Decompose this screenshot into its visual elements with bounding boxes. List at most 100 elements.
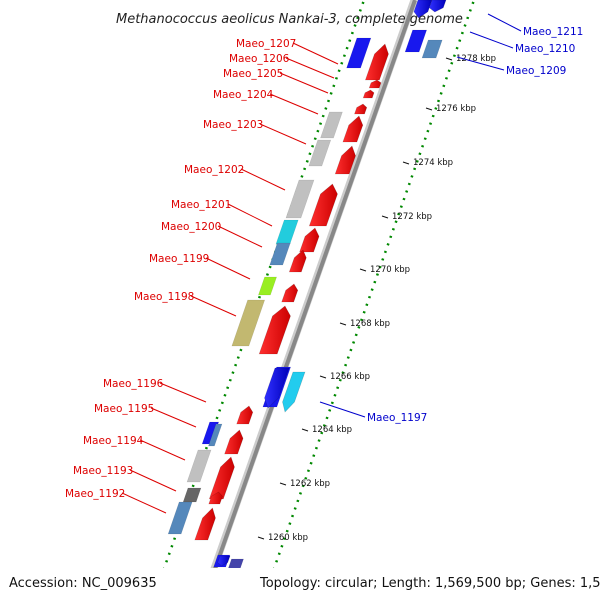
label-leader-line <box>150 407 197 428</box>
gene-arrow-reverse <box>224 429 244 455</box>
gene-label: Maeo_1200 <box>161 221 221 233</box>
gene-label: Maeo_1202 <box>184 164 244 176</box>
label-leader-line <box>217 225 263 248</box>
cog-box <box>258 276 277 296</box>
gene-arrow-reverse <box>354 103 368 115</box>
tick-mark <box>425 107 433 111</box>
cog-box <box>346 37 372 69</box>
cog-box <box>208 423 223 447</box>
label-leader-line <box>469 31 514 49</box>
label-leader-line <box>159 382 207 403</box>
genome-backbone <box>199 0 418 600</box>
cog-box <box>167 501 193 535</box>
cog-box <box>421 39 443 59</box>
label-leader-line <box>205 257 251 280</box>
gene-label: Maeo_1204 <box>213 89 274 101</box>
gene-arrow-reverse <box>362 89 375 99</box>
gene-arrow-reverse <box>258 305 291 355</box>
gene-arrow-forward <box>282 371 306 413</box>
map-title: Methanococcus aeolicus Nankai-3, complet… <box>116 12 463 27</box>
backbone-line <box>202 0 417 600</box>
label-leader-line <box>319 401 366 418</box>
label-leader-line <box>190 295 237 317</box>
gene-label: Maeo_1210 <box>515 43 575 55</box>
tick-mark <box>359 268 367 272</box>
tick-mark <box>339 322 347 326</box>
gene-label: Maeo_1211 <box>523 26 583 38</box>
label-leader-line <box>279 72 329 94</box>
cog-box <box>404 29 428 53</box>
label-leader-line <box>129 469 177 492</box>
cog-box <box>186 449 212 483</box>
label-leader-line <box>285 57 335 79</box>
gene-arrow-reverse <box>368 79 382 89</box>
cog-box <box>285 179 315 219</box>
cog-box <box>182 487 202 503</box>
label-leader-line <box>121 492 167 514</box>
gene-arrow-forward <box>413 0 433 19</box>
gene-arrow-reverse <box>194 507 216 541</box>
label-leader-line <box>269 93 319 115</box>
label-leader-line <box>227 203 273 227</box>
gene-arrow-reverse <box>236 405 254 425</box>
label-leader-line <box>240 168 286 191</box>
gene-label: Maeo_1193 <box>73 465 133 477</box>
gene-label: Maeo_1203 <box>203 119 263 131</box>
gene-arrow-reverse <box>334 145 356 175</box>
cog-track <box>167 29 443 600</box>
cog-box <box>227 558 244 570</box>
gene-label: Maeo_1196 <box>103 378 164 390</box>
tick-label: 1268 kbp <box>350 319 390 329</box>
gene-label: Maeo_1201 <box>171 199 231 211</box>
gene-arrow-reverse <box>364 43 389 81</box>
topology-text: Topology: circular; Length: 1,569,500 bp… <box>259 576 600 591</box>
label-leader-line <box>292 42 339 65</box>
label-leader-line <box>487 13 522 32</box>
cog-box <box>275 219 299 245</box>
gene-arrow-reverse <box>342 115 364 143</box>
tick-mark <box>319 375 327 379</box>
tick-mark <box>257 536 265 540</box>
gene-label: Maeo_1198 <box>134 291 194 303</box>
cog-box <box>231 299 266 347</box>
tick-label: 1278 kbp <box>456 54 496 64</box>
tick-mark <box>445 57 453 61</box>
gene-arrow-reverse <box>208 456 235 500</box>
tick-label: 1262 kbp <box>290 479 330 489</box>
gene-arrow-forward <box>217 555 231 567</box>
cog-box <box>269 242 291 266</box>
accession-text: Accession: NC_009635 <box>9 576 157 591</box>
tick-mark <box>381 215 389 219</box>
tick-label: 1272 kbp <box>392 212 432 222</box>
tick-mark <box>402 161 410 165</box>
tick-label: 1264 kbp <box>312 425 352 435</box>
tick-mark <box>301 428 309 432</box>
gene-arrow-forward <box>428 0 447 13</box>
gene-label: Maeo_1195 <box>94 403 154 415</box>
tick-label: 1260 kbp <box>268 533 308 543</box>
label-leader-line <box>456 56 505 71</box>
tick-label: 1266 kbp <box>330 372 370 382</box>
gene-label: Maeo_1192 <box>65 488 125 500</box>
gene-labels: Maeo_1192 Maeo_1193 Maeo_1194 Maeo_1195 Maeo… <box>65 13 583 514</box>
cog-box <box>308 139 332 167</box>
gene-label: Maeo_1207 <box>236 38 296 50</box>
cog-box <box>320 111 343 139</box>
gene-arrow-reverse <box>208 491 223 505</box>
label-leader-line <box>139 439 186 461</box>
gene-label: Maeo_1206 <box>229 53 290 65</box>
gene-arrow-forward <box>264 367 290 409</box>
footer-background <box>0 568 600 600</box>
tick-mark <box>279 482 287 486</box>
gene-label: Maeo_1199 <box>149 253 209 265</box>
tick-label: 1276 kbp <box>436 104 476 114</box>
tick-label: 1274 kbp <box>413 158 453 168</box>
tick-label: 1270 kbp <box>370 265 410 275</box>
gene-label: Maeo_1209 <box>506 65 566 77</box>
gene-label: Maeo_1194 <box>83 435 144 447</box>
gene-arrow-reverse <box>299 227 320 253</box>
label-leader-line <box>259 123 307 145</box>
gene-arrow-reverse <box>281 283 299 303</box>
gene-arrow-reverse <box>288 249 307 273</box>
